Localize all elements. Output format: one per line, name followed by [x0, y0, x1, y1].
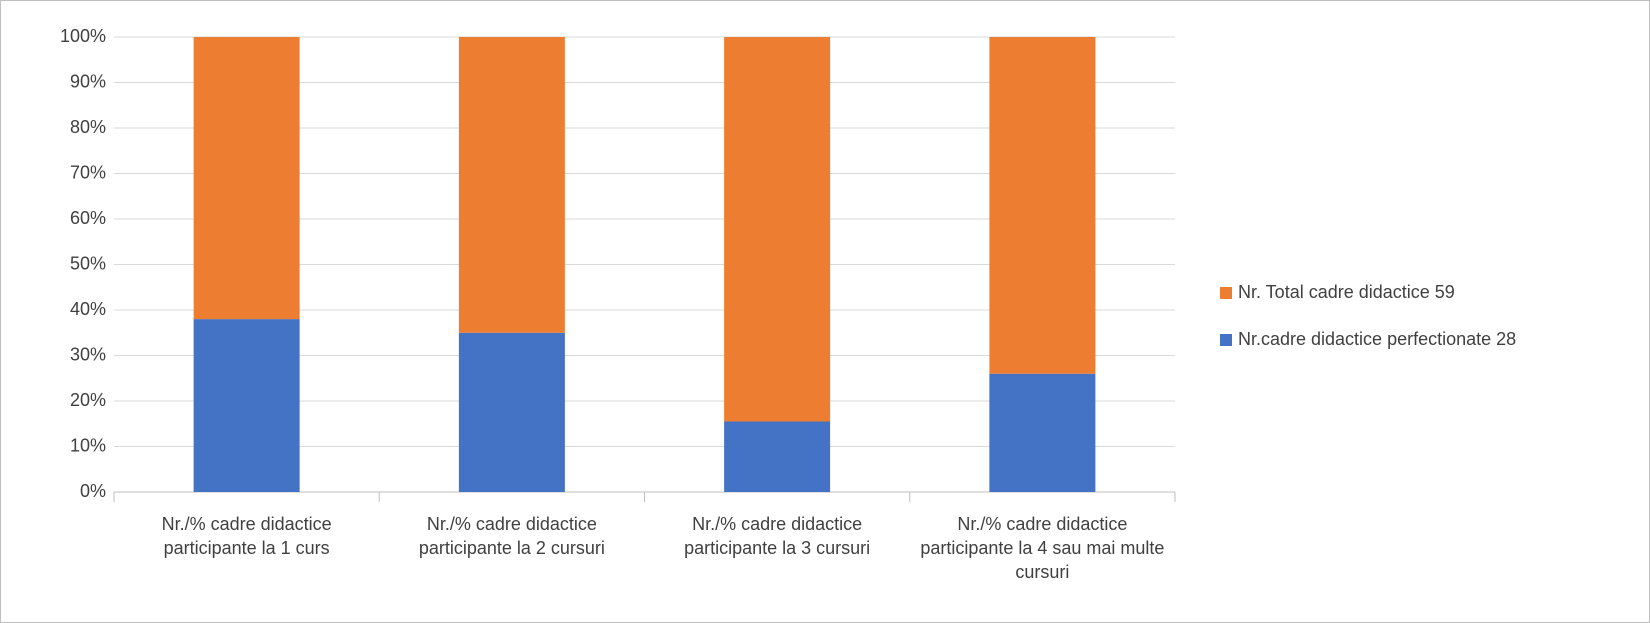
y-tick-label: 100% [60, 26, 106, 46]
y-tick-label: 10% [70, 435, 106, 455]
y-tick-label: 20% [70, 390, 106, 410]
y-tick-label: 90% [70, 71, 106, 91]
bar-segment [724, 421, 831, 492]
bar-segment [724, 37, 831, 422]
y-tick-label: 50% [70, 253, 106, 273]
x-tick-label: Nr./% cadre didactice participante la 3 … [684, 514, 871, 558]
y-tick-label: 80% [70, 117, 106, 137]
legend-label: Nr. Total cadre didactice 59 [1238, 282, 1455, 302]
bar-segment [989, 373, 1096, 492]
y-tick-label: 70% [70, 162, 106, 182]
x-tick-label: Nr./% cadre didactice participante la 4 … [920, 514, 1165, 582]
legend-swatch [1220, 287, 1232, 299]
bar-segment [458, 332, 565, 492]
legend-label: Nr.cadre didactice perfectionate 28 [1238, 329, 1516, 349]
x-tick-label: Nr./% cadre didactice participante la 2 … [418, 514, 605, 558]
y-tick-label: 0% [80, 481, 106, 501]
bar-segment [193, 319, 300, 492]
y-tick-label: 30% [70, 344, 106, 364]
bar-segment [989, 37, 1096, 374]
bar-segment [193, 37, 300, 320]
y-tick-label: 60% [70, 208, 106, 228]
bar-segment [458, 37, 565, 333]
y-tick-label: 40% [70, 299, 106, 319]
x-tick-label: Nr./% cadre didactice participante la 1 … [161, 514, 332, 558]
legend-swatch [1220, 334, 1232, 346]
